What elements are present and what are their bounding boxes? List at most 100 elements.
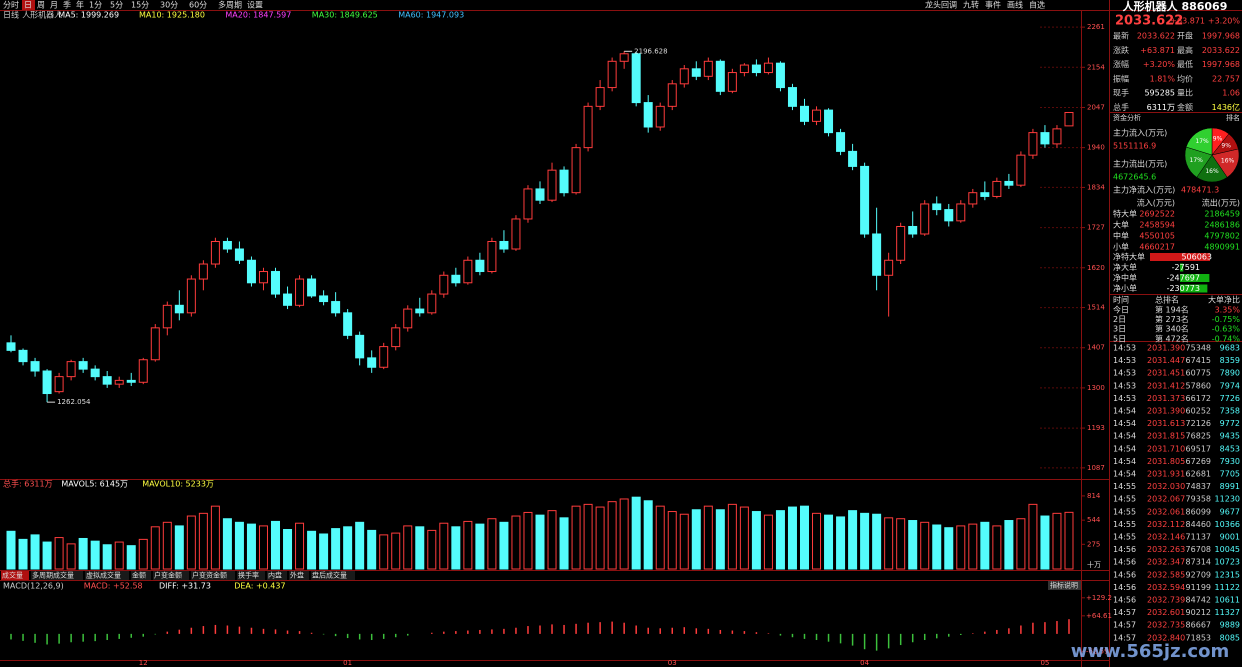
fund-value: 478471.3 [1181,186,1219,195]
candle-body [824,109,834,134]
fund-label: 主力流出(万元) [1113,159,1167,169]
trade-time: 14:55 [1113,533,1136,542]
net-value: -230773 [1167,284,1200,293]
toolbar-button[interactable]: 龙头回调 [925,0,957,10]
trade-time: 14:53 [1113,394,1136,403]
quote-value: 22.757 [1212,74,1240,83]
watermark: www.565jz.com [1071,641,1229,662]
trade-volume: 87314 [1186,558,1211,567]
tab[interactable]: 虚拟成交量 [86,571,121,580]
quote-label: 开盘 [1177,31,1193,41]
tab[interactable]: 成交量 [2,571,23,580]
trade-time: 14:56 [1113,570,1136,579]
toolbar-button[interactable]: 画线 [1007,0,1023,10]
tab[interactable]: 户变资金额 [192,571,227,580]
toolbar-button[interactable]: 九转 [963,0,979,10]
volume-bar [643,500,653,570]
quote-label: 涨跌 [1113,45,1129,55]
tab[interactable]: 金额 [132,571,146,580]
volume-bar [234,521,244,570]
x-tick-label: 03 [668,659,677,667]
candle-body [703,60,713,77]
order-out: 4890991 [1204,243,1240,252]
net-label: 净小单 [1113,283,1137,293]
candle-body [66,361,76,378]
volume-bar [391,532,401,570]
volume-bar [379,534,389,570]
volume-bar [679,513,689,570]
toolbar-button[interactable]: 分时 [3,0,19,10]
rank-cell: 3日 [1113,325,1126,334]
panel-tab[interactable]: 排名 [1226,113,1240,122]
unit-label: 十万 [1087,560,1101,569]
y-tick-label: 1834 [1087,183,1105,191]
toolbar-button[interactable]: 周 [37,1,45,10]
trade-volume: 60252 [1186,407,1211,416]
trade-volume: 79358 [1186,495,1211,504]
candle-body [54,376,64,393]
toolbar-button[interactable]: 1分 [89,1,102,10]
candle-body [715,60,725,92]
rank-header: 大单净比 [1208,295,1240,305]
toolbar-button[interactable]: 日 [24,1,32,10]
candle-body [799,105,809,122]
candle-body [920,203,930,235]
candle-body [763,62,773,74]
candle-body [126,379,136,383]
trade-amount: 10611 [1215,596,1240,605]
trade-price: 2031.390 [1147,344,1185,353]
toolbar-button[interactable]: 5分 [110,1,123,10]
legend-item: MA20: 1847.597 [225,11,291,20]
toolbar-button[interactable]: 多周期 [218,0,242,10]
indicator-button[interactable]: 指标说明 [1050,581,1078,590]
trade-volume: 76708 [1186,545,1211,554]
quote-value: 1.81% [1150,74,1176,83]
y-tick-label: 2261 [1087,23,1105,31]
y-tick-label: 1940 [1087,144,1105,152]
volume-bar [343,526,353,570]
net-bar [1150,253,1210,261]
trade-price: 2031.931 [1147,470,1185,479]
tab[interactable]: 多周期成交量 [32,571,74,580]
toolbar-button[interactable]: 季 [63,0,71,10]
tab[interactable]: 内盘 [268,571,282,580]
order-label: 中单 [1113,231,1129,241]
toolbar-button[interactable]: 30分 [160,1,178,10]
toolbar-button[interactable]: 60分 [189,1,207,10]
candle-body [1064,111,1074,127]
tab[interactable]: 换手率 [238,571,259,580]
legend-item: 日线 [3,10,19,20]
candle-body [174,304,184,314]
trade-amount: 10366 [1215,520,1240,529]
legend-item: MA30: 1849.625 [312,11,378,20]
trade-time: 14:56 [1113,583,1136,592]
trade-volume: 86099 [1186,507,1211,516]
order-out: 2186459 [1204,210,1240,219]
trade-price: 2032.594 [1147,583,1185,592]
tab[interactable]: 外盘 [290,571,304,580]
panel-tab[interactable]: 资金分析 [1113,113,1141,122]
trade-time: 14:53 [1113,344,1136,353]
toolbar-button[interactable]: 15分 [131,1,149,10]
tab[interactable]: 户变金额 [154,571,182,580]
rank-header: 总排名 [1155,295,1179,305]
toolbar-button[interactable]: 月 [50,1,58,10]
toolbar-button[interactable]: 自选 [1029,0,1045,10]
quote-label: 总手 [1113,102,1129,112]
net-value: -247697 [1167,274,1200,283]
candle-body [571,147,581,194]
tab-bg [289,571,309,580]
volume-bar [439,522,449,570]
order-label: 大单 [1113,220,1129,230]
candle-body [271,271,281,295]
toolbar-button[interactable]: 年 [76,0,84,10]
candle-body [18,349,28,363]
quote-value: 2033.622 [1202,46,1240,55]
trade-volume: 71853 [1186,633,1211,642]
rank-header: 时间 [1113,295,1129,305]
trade-amount: 8359 [1220,356,1240,365]
toolbar-button[interactable]: 设置 [247,0,263,10]
toolbar-button[interactable]: 事件 [985,0,1001,10]
tab[interactable]: 盘后成交量 [312,571,347,580]
volume-bar [427,529,437,570]
